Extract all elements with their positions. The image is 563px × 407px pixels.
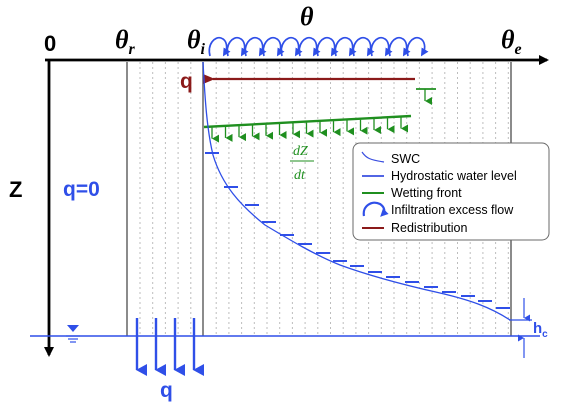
- origin-label: 0: [44, 31, 56, 56]
- hc-marker: [509, 298, 532, 358]
- hc-label: hc: [533, 320, 548, 340]
- infiltration-loop: [388, 36, 411, 57]
- z-axis-label: Z: [9, 177, 22, 202]
- infiltration-loop: [298, 36, 321, 57]
- legend: SWC Hydrostatic water level Wetting fron…: [352, 142, 550, 241]
- wetting-front-arrows: [211, 117, 408, 143]
- legend-swc-label: SWC: [391, 152, 420, 166]
- water-table-symbol: [66, 325, 80, 343]
- legend-redistribution-label: Redistribution: [391, 221, 467, 235]
- legend-box: [352, 142, 550, 241]
- infiltration-loop: [226, 36, 249, 57]
- bottom-q-label: q: [160, 379, 173, 402]
- legend-infiltration-icon: [362, 201, 389, 217]
- theta-r-label: θr: [115, 25, 136, 58]
- wetting-front-step: [416, 88, 436, 105]
- infiltration-loop: [316, 36, 339, 57]
- infiltration-loop: [370, 36, 393, 57]
- infiltration-loop: [280, 36, 303, 57]
- dt-label: dt: [294, 168, 306, 183]
- redistribution-q-label: q: [180, 70, 193, 93]
- hydrostatic-level-steps: [205, 152, 510, 309]
- infiltration-loop: [334, 36, 357, 57]
- legend-infiltration-label: Infiltration excess flow: [391, 203, 514, 217]
- infiltration-loop: [352, 36, 375, 57]
- theta-label: θ: [300, 2, 314, 31]
- dz-label: dZ: [293, 144, 308, 159]
- theta-i-label: θi: [187, 25, 206, 58]
- infiltration-excess-flow-loops: [208, 36, 429, 57]
- infiltration-loop: [406, 36, 429, 57]
- q-zero-label: q=0: [63, 178, 100, 201]
- theta-e-label: θe: [501, 25, 522, 58]
- dz-dt-fraction: dZ dt: [290, 144, 314, 183]
- infiltration-loop: [208, 36, 231, 57]
- infiltration-loop: [262, 36, 285, 57]
- swc-curve: [202, 61, 511, 321]
- legend-hydrostatic-label: Hydrostatic water level: [391, 169, 517, 183]
- legend-wetting-label: Wetting front: [391, 186, 462, 200]
- legend-swc-symbol: [361, 151, 385, 163]
- drainage-arrows: [135, 318, 204, 376]
- wetting-front-line: [203, 114, 412, 129]
- infiltration-loop: [244, 36, 267, 57]
